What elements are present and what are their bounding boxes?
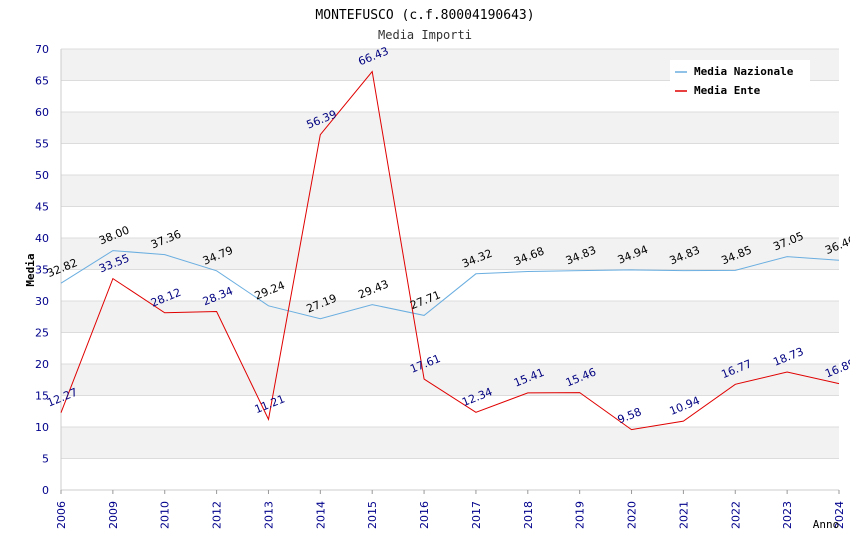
y-tick-label: 35: [35, 264, 49, 277]
y-axis-label: Media: [24, 253, 37, 286]
data-label: 9.58: [616, 405, 644, 426]
x-tick-label: 2023: [781, 501, 794, 529]
y-tick-label: 10: [35, 421, 49, 434]
legend: Media Nazionale Media Ente: [670, 60, 810, 102]
x-tick-label: 2013: [262, 501, 275, 529]
y-tick-label: 50: [35, 169, 49, 182]
grid-bands: [61, 49, 839, 459]
grid-band: [61, 427, 839, 459]
x-tick-label: 2014: [314, 501, 327, 529]
series-lines: [60, 70, 840, 431]
y-tick-label: 30: [35, 295, 49, 308]
data-label: 29.24: [253, 279, 287, 303]
x-tick-label: 2021: [677, 501, 690, 529]
x-tick-label: 2019: [574, 501, 587, 529]
y-tick-label: 15: [35, 390, 49, 403]
grid-band: [61, 238, 839, 270]
data-label: 16.89: [823, 357, 850, 381]
x-tick-label: 2020: [626, 501, 639, 529]
legend-box: [670, 60, 810, 102]
x-axis-label: Anno: [813, 518, 840, 531]
data-label: 29.43: [356, 278, 390, 302]
y-tick-label: 70: [35, 43, 49, 56]
y-tick-label: 55: [35, 138, 49, 151]
x-tick-label: 2017: [470, 501, 483, 529]
x-tick-label: 2009: [107, 501, 120, 529]
y-tick-label: 65: [35, 75, 49, 88]
x-tick-label: 2015: [366, 501, 379, 529]
grid-band: [61, 112, 839, 144]
legend-label-media-nazionale: Media Nazionale: [694, 65, 794, 78]
chart-title: MONTEFUSCO (c.f.80004190643): [315, 8, 534, 23]
y-tick-label: 40: [35, 232, 49, 245]
y-tick-label: 60: [35, 106, 49, 119]
y-tick-label: 5: [42, 453, 49, 466]
grid-band: [61, 175, 839, 207]
y-tick-label: 20: [35, 358, 49, 371]
x-tick-label: 2016: [418, 501, 431, 529]
series-line-media-nazionale: [60, 250, 840, 320]
x-tick-label: 2024: [833, 501, 846, 529]
x-tick-label: 2006: [55, 501, 68, 529]
legend-label-media-ente: Media Ente: [694, 84, 761, 97]
series-line-media-ente: [60, 70, 840, 431]
y-tick-label: 0: [42, 484, 49, 497]
x-tick-label: 2012: [211, 501, 224, 529]
x-tick-label: 2010: [159, 501, 172, 529]
x-tick-labels: 2006 2009 2010 2012 2013 2014 2015 2016 2017 2018…: [55, 490, 846, 529]
y-tick-labels: 0 5 10 15 20 25 30 35 40 45 50 55 60 65 70: [35, 43, 49, 497]
x-tick-label: 2022: [729, 501, 742, 529]
grid-band: [61, 364, 839, 396]
x-tick-label: 2018: [522, 501, 535, 529]
axes: [60, 49, 839, 491]
data-label: 10.94: [668, 394, 702, 418]
data-label: 36.46: [823, 233, 850, 257]
grid-band: [61, 301, 839, 333]
chart-subtitle: Media Importi: [378, 28, 472, 42]
y-tick-label: 45: [35, 201, 49, 214]
y-tick-label: 25: [35, 327, 49, 340]
